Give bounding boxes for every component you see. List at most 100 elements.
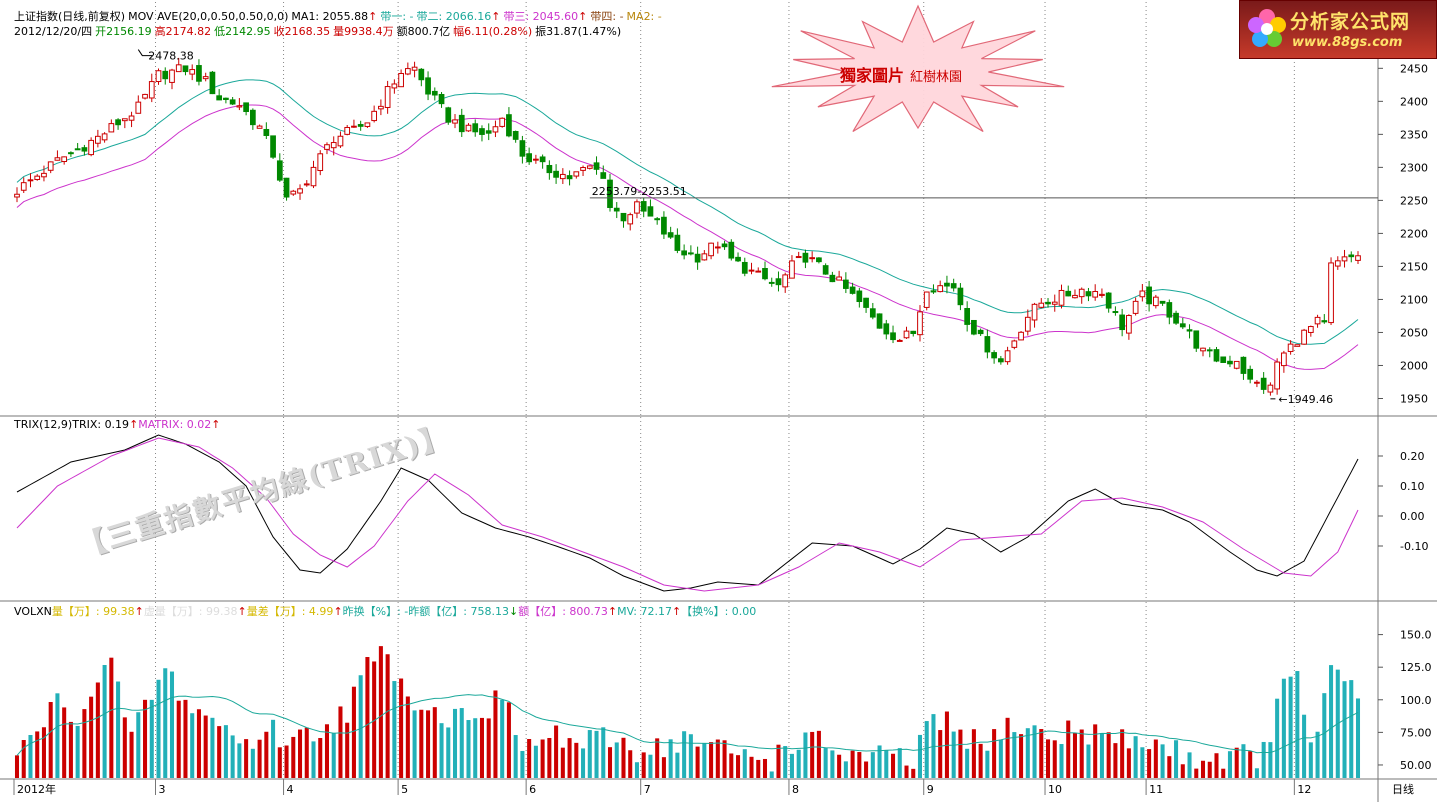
volume-bar-down [466,720,471,778]
header-item-text: TRIX(12,9) [14,418,73,431]
trend-arrow-icon: ↑ [237,605,247,618]
volume-bar-up [709,742,714,778]
y-tick-label: 2300 [1400,161,1428,174]
volume-bar-up [244,739,249,778]
volume-bar-down [769,771,774,778]
candle-down [728,241,735,259]
candle-down [1213,349,1220,362]
volume-bar-up [1052,740,1057,778]
candle-up [1254,381,1260,384]
candle-down [1186,329,1193,332]
candle-down [526,153,532,163]
volume-bar-up [547,737,552,778]
candle-down [768,281,775,284]
y-tick-label: 0.20 [1400,450,1425,463]
candle-up [34,175,41,180]
volume-bar-up [41,727,46,778]
volume-bar-up [264,731,269,778]
volume-bar-down [1140,747,1145,778]
candle-up [1078,288,1085,298]
header-item: TRIX: 0.19↑ [72,418,138,431]
candle-up [88,139,94,156]
header-item-text: 量9938.4万 [333,25,394,38]
header-item-text: 量【万】: 99.38 [51,605,135,618]
volume-bar-up [304,727,309,778]
y-tick-label: 100.0 [1400,694,1432,707]
candle-down [566,175,573,180]
header-item: 2012/12/20/四 [14,25,92,38]
candle-up [533,158,539,161]
volume-bar-up [992,729,997,778]
volume-bar-down [230,735,235,778]
volume-bar-up [911,768,916,778]
candle-up [1267,384,1274,393]
candle-down [249,109,256,126]
candle-down [74,148,81,151]
y-tick-label: 2200 [1400,227,1428,240]
header-item: MATRIX: 0.02↑ [138,418,220,431]
volume-bar-up [1072,732,1077,778]
volume-bar-down [1288,676,1293,778]
trend-arrow-icon: ↑ [211,418,221,431]
y-tick-label: 2000 [1400,359,1428,372]
candle-up [452,119,458,124]
candle-down [506,114,512,137]
volume-bar-up [1079,729,1084,778]
volume-bar-up [1200,760,1206,778]
candle-down [1179,323,1186,328]
y-tick-label: 2450 [1400,62,1428,75]
candle-down [977,329,984,335]
trend-arrow-icon: ↑ [368,10,378,23]
candle-up [189,69,196,75]
candle-up [108,123,115,133]
header-item-text: MV: 72.17 [617,605,672,618]
header-item: 带二: 2066.16↑ [417,10,501,23]
header-item-text: 虚量【万】: 99.38 [143,605,238,618]
volume-bar-down [439,723,444,778]
band-upper-line [16,79,1359,345]
header-item: 低2142.95 [214,25,271,38]
volume-bar-down [830,750,835,778]
y-tick-label: 50.00 [1400,759,1432,772]
burst-label: 獨家圖片 紅樹林園 [840,62,962,86]
candle-down [849,286,856,294]
candle-up [1355,255,1361,261]
volume-bar-up [1045,739,1051,778]
volume-bar-up [486,718,491,778]
volume-bar-down [1329,665,1334,778]
month-label: 11 [1149,783,1163,796]
candle-up [903,330,910,339]
header-item: 额【亿】: 800.73↑ [518,605,617,618]
volume-bar-up [560,747,565,778]
volume-bar-down [614,742,619,778]
volume-bar-up [1126,748,1131,778]
volume-bar-down [452,708,458,778]
volume-bar-up [850,750,855,778]
volume-bar-up [68,721,73,778]
candle-down [950,283,957,289]
header-item: 额800.7亿 [397,25,451,38]
candle-up [256,125,263,129]
candle-up [169,69,175,83]
volume-bar-down [1174,740,1179,778]
volume-bar-up [628,750,633,778]
y-tick-label: 2050 [1400,326,1428,339]
volume-bar-up [183,699,188,778]
volume-bar-down [682,731,687,778]
candle-up [297,188,303,194]
month-label: 7 [644,783,651,796]
candle-down [485,130,492,134]
header-item: 虚量【万】: 99.38↑ [144,605,247,618]
site-logo[interactable]: 分析家公式网 www.88gs.com [1239,0,1437,59]
volume-bar-down [1349,680,1354,778]
volume-bar-up [1039,729,1044,778]
volume-bar-down [1315,731,1320,778]
candle-down [1119,314,1126,331]
header-item: 幅6.11(0.28%) [453,25,532,38]
candle-up [1139,290,1146,298]
volume-bar-down [473,718,478,778]
y-tick-label: 0.00 [1400,510,1425,523]
month-label: 6 [529,783,536,796]
candle-down [1220,356,1227,363]
